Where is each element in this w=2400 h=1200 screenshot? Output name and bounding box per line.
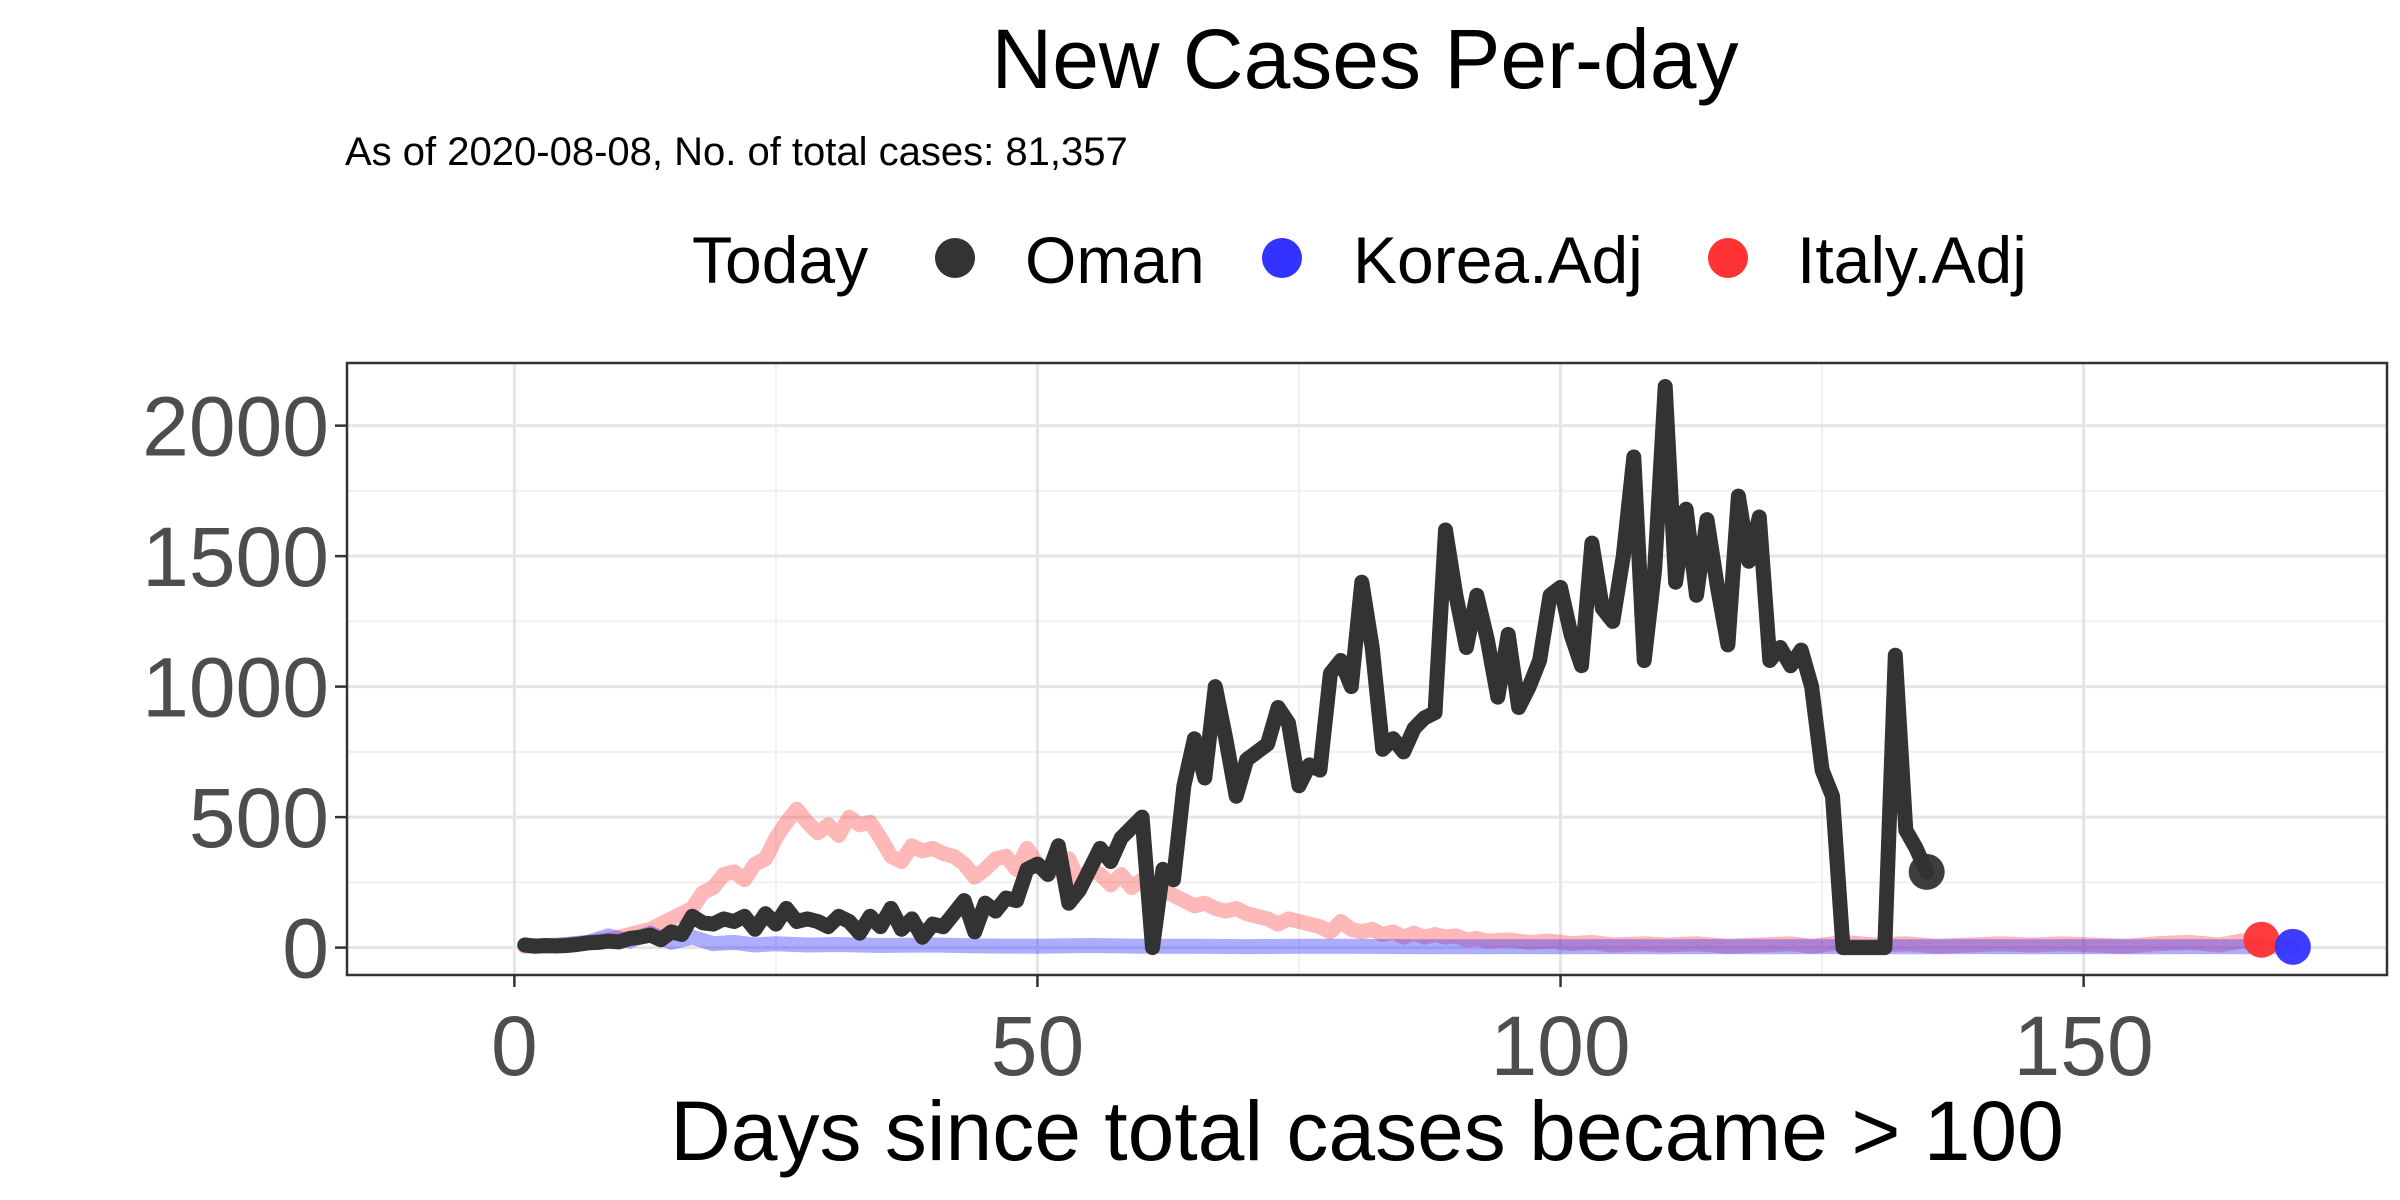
- x-axis-title: Days since total cases became > 100: [670, 1084, 2064, 1178]
- y-tick-label: 500: [189, 771, 329, 865]
- legend-key-italy: [1708, 238, 1748, 278]
- legend-label-italy: Italy.Adj: [1797, 223, 2027, 297]
- today-marker-italy-adj: [2243, 921, 2280, 958]
- legend-title: Today: [692, 223, 868, 297]
- legend-key-korea: [1262, 238, 1302, 278]
- x-tick-label: 150: [2014, 999, 2154, 1093]
- x-tick-label: 0: [491, 999, 538, 1093]
- y-tick-label: 2000: [142, 380, 329, 474]
- legend: Today Oman Korea.Adj Italy.Adj: [692, 223, 2027, 297]
- series-line-korea-adj: [517, 925, 2301, 955]
- y-tick-label: 0: [282, 902, 329, 996]
- legend-label-korea: Korea.Adj: [1353, 223, 1643, 297]
- today-markers: [1908, 853, 2311, 965]
- today-marker-korea-adj: [2274, 928, 2311, 965]
- legend-key-oman: [935, 238, 975, 278]
- y-axis: 0 500 1000 1500 2000: [142, 380, 347, 996]
- chart-title: New Cases Per-day: [992, 12, 1739, 106]
- series-line-italy-adj: [517, 801, 2269, 954]
- today-marker-oman: [1908, 853, 1945, 890]
- y-tick-label: 1000: [142, 641, 329, 735]
- legend-label-oman: Oman: [1025, 223, 1205, 297]
- x-tick-label: 100: [1490, 999, 1630, 1093]
- series-line-oman: [517, 379, 1935, 956]
- series-lines: [517, 379, 2301, 956]
- y-tick-label: 1500: [142, 510, 329, 604]
- x-tick-label: 50: [991, 999, 1084, 1093]
- plot-panel-border: [345, 361, 2389, 977]
- chart-subtitle: As of 2020-08-08, No. of total cases: 81…: [345, 130, 1128, 174]
- x-axis: 0 50 100 150: [491, 975, 2154, 1093]
